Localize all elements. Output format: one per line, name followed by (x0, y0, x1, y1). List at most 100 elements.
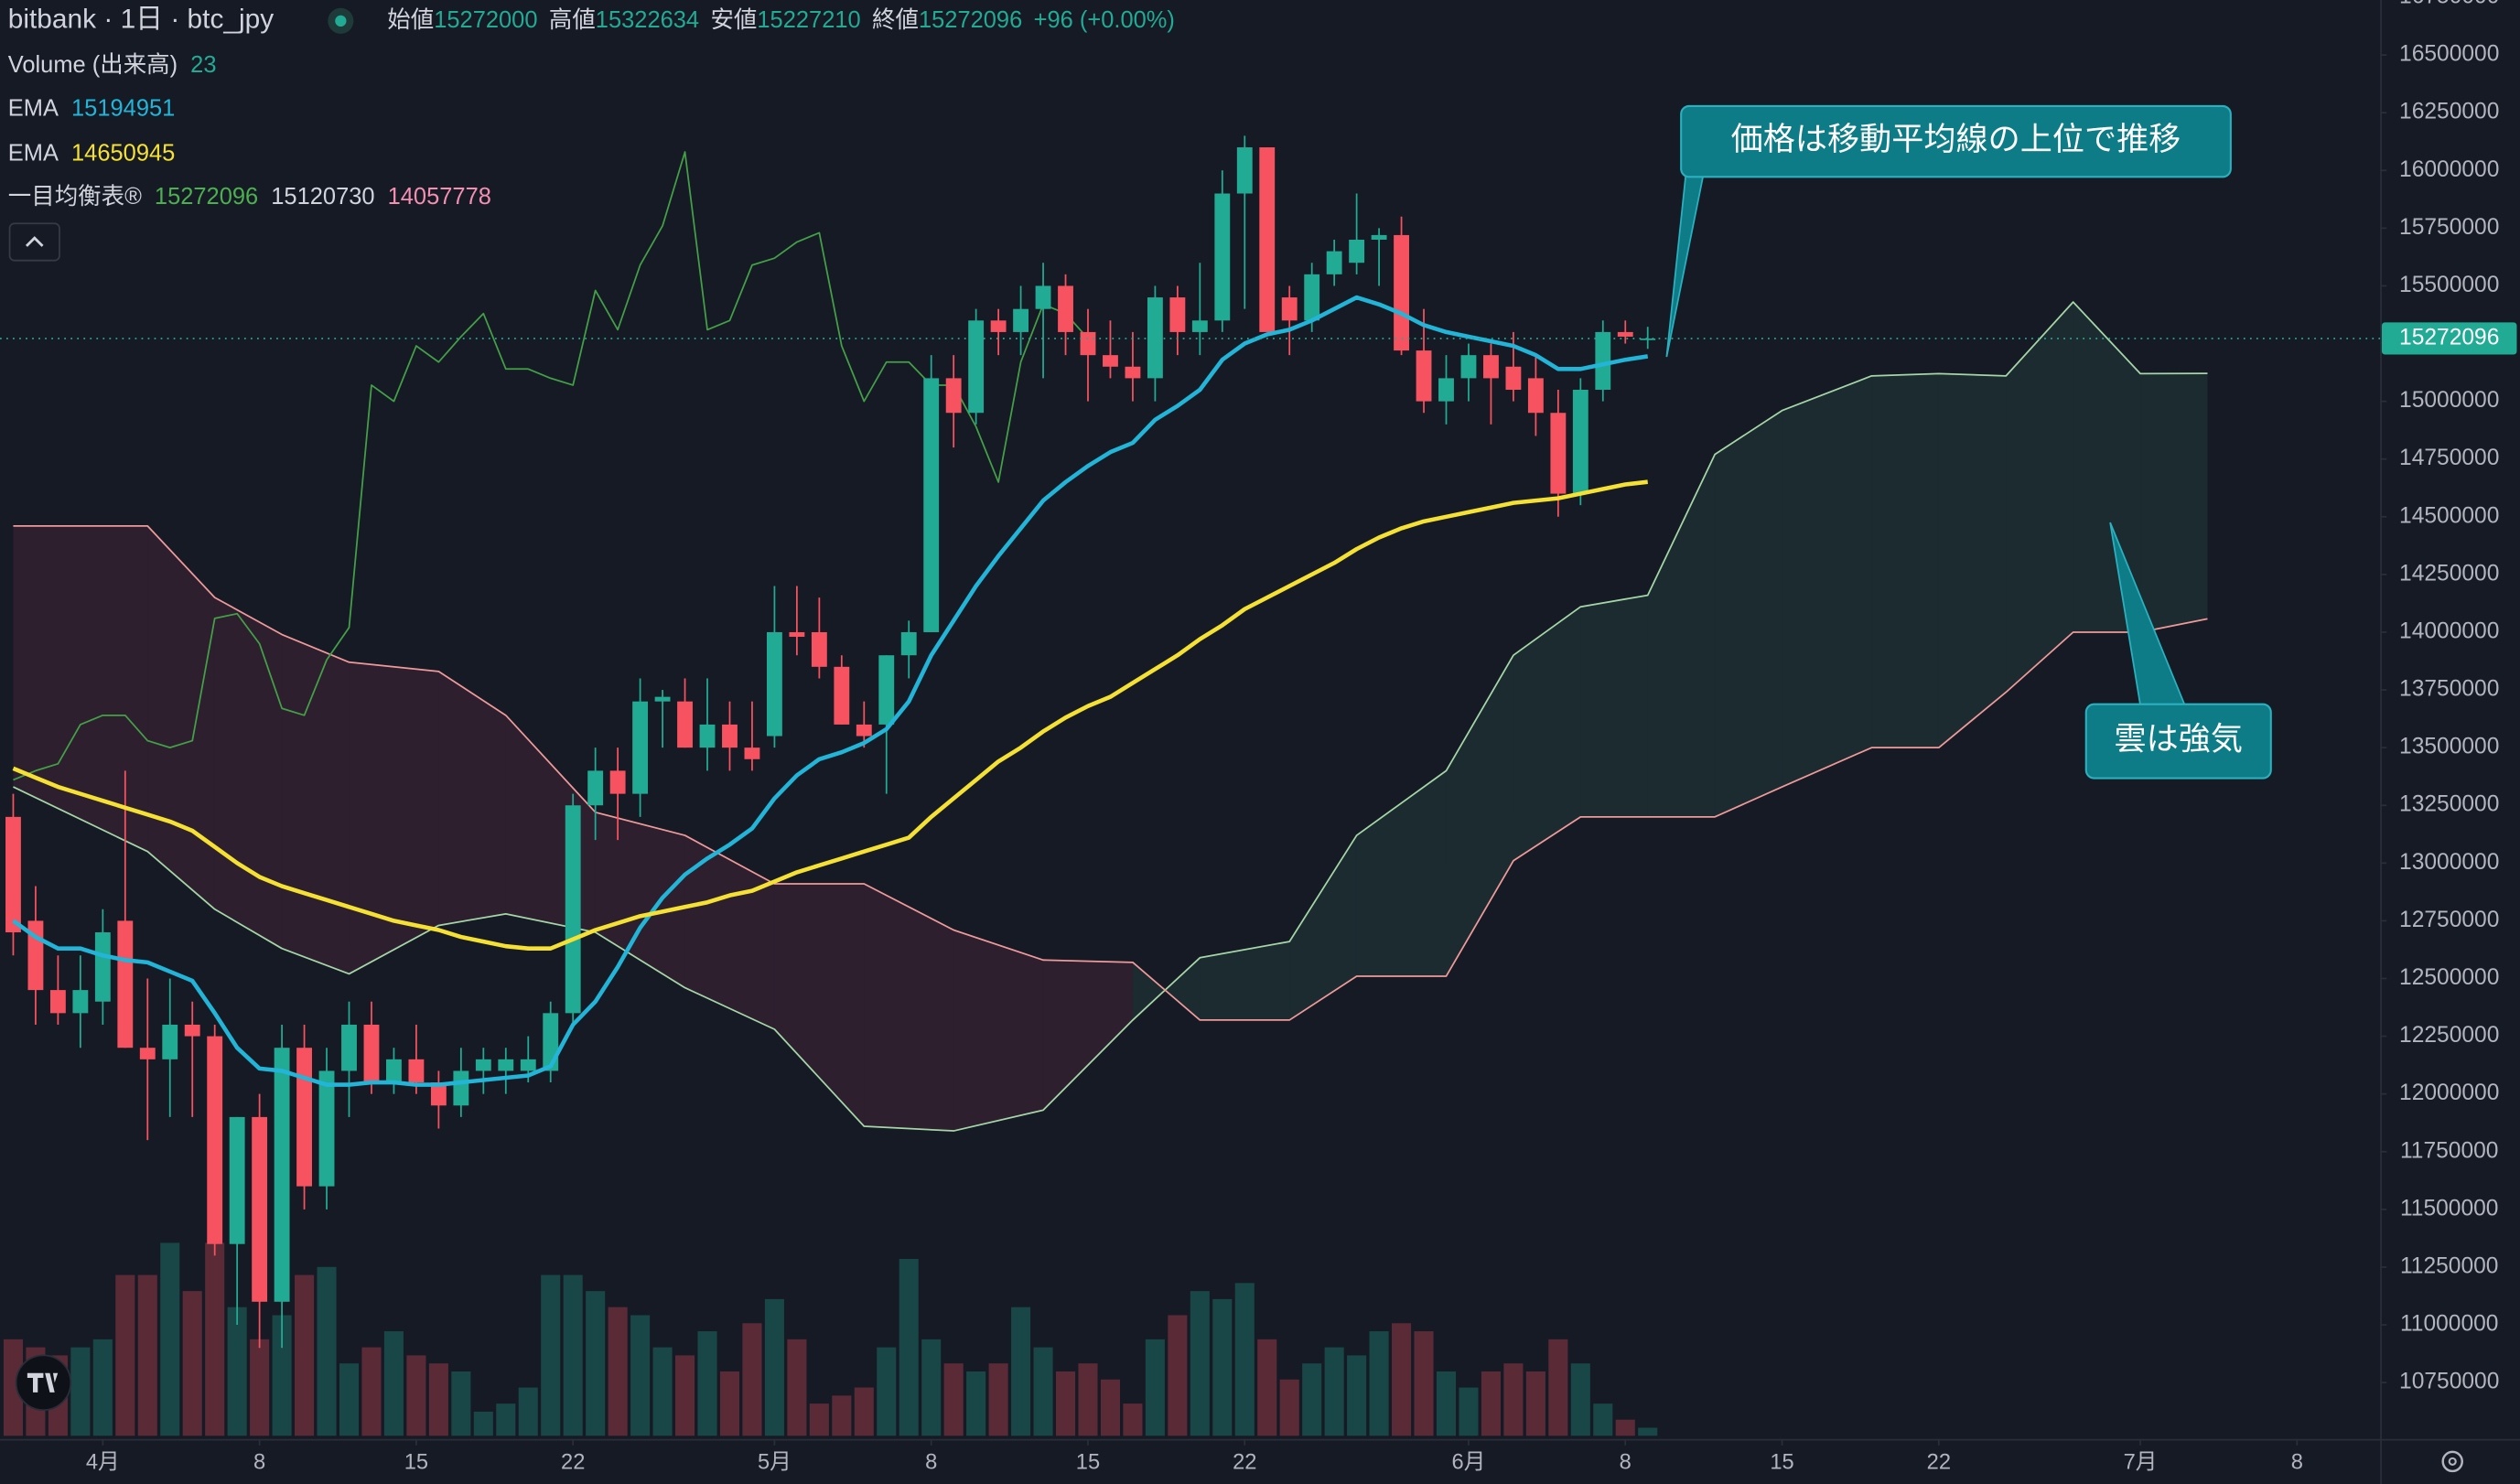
y-tick-label: 12750000 (2399, 908, 2499, 932)
candle-body (900, 631, 917, 656)
legend-name: 一目均衡表® (8, 184, 142, 210)
y-tick-label: 13250000 (2399, 792, 2499, 817)
candle-body (498, 1059, 514, 1071)
volume-bar (563, 1274, 583, 1436)
y-tick-label: 14750000 (2399, 446, 2499, 470)
price-label-bg (2381, 322, 2517, 355)
volume-bar (652, 1347, 673, 1436)
candle-body (722, 724, 738, 748)
candle-body (274, 1048, 290, 1302)
candle-body (744, 747, 760, 759)
candle-body (1147, 297, 1163, 379)
candle-body (1191, 320, 1208, 332)
candle-body (1326, 251, 1342, 274)
candle-body (1236, 147, 1253, 194)
x-tick-label: 22 (561, 1450, 585, 1474)
candle-body (475, 1059, 491, 1071)
volume-bar (1503, 1363, 1524, 1436)
settings-icon[interactable] (2441, 1450, 2463, 1473)
volume-bar (586, 1291, 606, 1436)
volume-bar (764, 1298, 784, 1436)
cloud-segment (1647, 454, 1716, 817)
volume-bar (115, 1274, 135, 1436)
volume-bar (272, 1315, 292, 1436)
y-tick-label: 16500000 (2399, 42, 2499, 67)
volume-bar (921, 1339, 942, 1436)
cloud-segment (774, 884, 865, 1127)
y-tick-label: 13750000 (2399, 677, 2499, 702)
volume-bar (1212, 1298, 1233, 1436)
logo-mark (27, 1372, 59, 1393)
cloud-segment (953, 930, 1044, 1132)
candle-body (229, 1116, 245, 1244)
cloud-segment (1356, 770, 1447, 976)
logo[interactable] (15, 1354, 72, 1412)
x-tick-label: 8 (1620, 1450, 1632, 1474)
candle-body (1617, 331, 1633, 337)
legend-name: Volume (出来高) (8, 52, 178, 78)
candle-body (1013, 308, 1029, 332)
cloud-segment (438, 671, 506, 926)
ohlc-legend: 始値15272000 高値15322634 安値15227210 終値15272… (387, 7, 1175, 33)
y-tick-label: 13500000 (2399, 735, 2499, 759)
candle-body (1103, 355, 1118, 367)
candle-body (587, 770, 604, 806)
x-tick-label: 8 (925, 1450, 937, 1474)
volume-bar (1145, 1339, 1165, 1436)
volume-bar (1525, 1371, 1545, 1436)
candle-body (252, 1116, 268, 1302)
candle-body (1527, 378, 1544, 414)
candle-body (453, 1070, 469, 1106)
x-tick-label: 15 (1076, 1450, 1100, 1474)
candle-body (968, 320, 985, 414)
settings-icon-center (2448, 1457, 2457, 1466)
volume-bar (832, 1395, 852, 1436)
cloud-segment (1782, 375, 1872, 788)
volume-bar (1279, 1379, 1299, 1436)
status-dot (335, 15, 347, 27)
y-tick-label: 16000000 (2399, 157, 2499, 182)
candle-body (117, 920, 134, 1048)
volume-bar (1593, 1403, 1613, 1436)
x-tick-label: 22 (1233, 1450, 1256, 1474)
candle-body (609, 770, 626, 794)
volume-bar (1055, 1371, 1076, 1436)
volume-bar (3, 1339, 23, 1436)
y-tick-label: 15000000 (2399, 388, 2499, 413)
candle-body (565, 805, 581, 1014)
candle-body (72, 990, 89, 1014)
volume-bar (496, 1403, 516, 1436)
x-tick-label: 4月 (86, 1450, 120, 1474)
volume-bar (518, 1387, 538, 1436)
volume-bar (70, 1347, 91, 1436)
span-b (13, 525, 2208, 1021)
volume-bar (182, 1291, 202, 1436)
volume-bar (787, 1339, 807, 1436)
candle-body (766, 631, 782, 737)
cloud-segment (1043, 960, 1133, 1111)
cloud-segment (1446, 655, 1513, 976)
cloud-segment (282, 634, 350, 974)
y-tick-label: 16750000 (2399, 0, 2499, 9)
collapse-button[interactable] (8, 222, 60, 262)
volume-bar (339, 1363, 360, 1436)
lagging-span (13, 151, 1089, 781)
cloud-segment (1580, 595, 1648, 817)
candle-body (318, 1070, 335, 1187)
volume-bar (697, 1331, 717, 1436)
cloud-segment (864, 884, 954, 1132)
volume-bar (608, 1307, 628, 1436)
candle-body (923, 378, 940, 632)
candle-body (207, 1036, 223, 1244)
y-tick-label: 11500000 (2400, 1196, 2499, 1221)
volume-bar (1033, 1347, 1053, 1436)
ohlc-value: 15227210 (757, 7, 860, 33)
volume-bar (250, 1339, 270, 1436)
candle-body (1371, 234, 1387, 240)
ohlc-label: 始値 (387, 7, 434, 33)
candle-body (1214, 193, 1231, 321)
y-tick-label: 12000000 (2399, 1081, 2499, 1105)
y-tick-label: 15500000 (2399, 273, 2499, 297)
volume-bar (451, 1371, 471, 1436)
